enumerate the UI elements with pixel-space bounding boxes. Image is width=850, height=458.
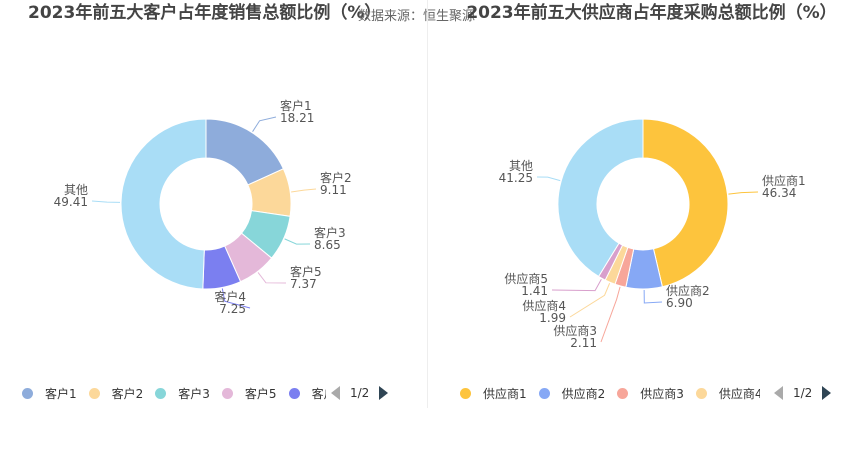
label-leader-line xyxy=(221,288,251,309)
legend-swatch xyxy=(460,387,471,399)
legend-prev-icon[interactable] xyxy=(774,386,783,400)
label-leader-line xyxy=(600,286,621,343)
label-leader-line xyxy=(551,279,602,292)
slice-value-label: 7.25 xyxy=(219,302,246,316)
slice-value-label: 1.99 xyxy=(539,311,566,325)
legend-label: 供应商3 xyxy=(640,386,684,401)
legend-item[interactable]: 客户2 xyxy=(88,385,144,402)
slice-name-label: 客户5 xyxy=(290,264,322,279)
legend-label: 客户1 xyxy=(45,386,77,401)
label-leader-line xyxy=(291,188,317,193)
legend-label: 供应商1 xyxy=(483,386,527,401)
slice-value-label: 8.65 xyxy=(314,238,341,252)
label-leader-line xyxy=(536,176,561,182)
slice-name-label: 客户1 xyxy=(280,98,312,113)
slice-name-label: 供应商1 xyxy=(762,173,806,188)
chart-divider xyxy=(427,0,428,408)
chart-title-customers: 2023年前五大客户占年度销售总额比例（%） xyxy=(28,3,382,23)
slice-value-label: 41.25 xyxy=(499,171,533,185)
slice-name-label: 供应商4 xyxy=(522,298,566,313)
legend-item[interactable]: 供应商2 xyxy=(538,385,606,402)
label-leader-line xyxy=(252,116,277,132)
slice-name-label: 供应商2 xyxy=(666,283,710,298)
legend-label: 客户2 xyxy=(111,386,144,401)
legend-pager-suppliers: 1/2 xyxy=(774,383,832,403)
legend-swatch xyxy=(221,387,233,399)
slice-value-label: 2.11 xyxy=(570,336,597,350)
legend-prev-icon[interactable] xyxy=(331,386,340,400)
legend-next-icon[interactable] xyxy=(379,386,389,400)
slice-value-label: 6.90 xyxy=(666,296,693,310)
legend-page-indicator: 1/2 xyxy=(793,386,813,400)
label-leader-line xyxy=(569,283,611,318)
legend-pager-customers: 1/2 xyxy=(331,383,389,403)
label-leader-line xyxy=(284,238,311,245)
legend-item[interactable]: 客户5 xyxy=(221,385,277,402)
legend-customers[interactable]: 客户1 客户2 客户3 客户5 客户4 xyxy=(22,383,326,403)
slice-name-label: 其他 xyxy=(509,159,533,173)
pie-slice[interactable] xyxy=(120,118,207,290)
slice-name-label: 客户2 xyxy=(320,170,352,185)
legend-item[interactable]: 供应商4 xyxy=(695,385,760,402)
slice-name-label: 供应商5 xyxy=(504,271,548,286)
slice-name-label: 供应商3 xyxy=(553,323,597,338)
legend-item[interactable]: 客户3 xyxy=(155,385,210,402)
slice-value-label: 46.34 xyxy=(762,186,796,200)
legend-label: 供应商2 xyxy=(561,386,606,401)
slice-value-label: 49.41 xyxy=(54,195,88,209)
legend-item[interactable]: 客户1 xyxy=(22,385,77,402)
legend-swatch xyxy=(288,387,300,399)
label-leader-line xyxy=(728,191,759,195)
pie-slice[interactable] xyxy=(557,118,644,278)
pie-slice[interactable] xyxy=(642,118,729,288)
label-leader-line xyxy=(91,200,121,203)
slice-value-label: 1.41 xyxy=(521,284,548,298)
slice-name-label: 客户3 xyxy=(314,225,346,240)
legend-swatch xyxy=(22,387,33,399)
chart-title-suppliers: 2023年前五大供应商占年度采购总额比例（%） xyxy=(466,3,837,23)
slice-value-label: 18.21 xyxy=(280,111,314,125)
legend-swatch xyxy=(695,387,707,399)
legend-item[interactable]: 供应商3 xyxy=(617,385,684,402)
legend-swatch xyxy=(617,387,629,399)
legend-label: 客户5 xyxy=(244,386,277,401)
legend-swatch xyxy=(155,387,167,399)
data-source-text: 数据来源：恒生聚源 xyxy=(358,9,476,24)
legend-label: 客户3 xyxy=(178,386,210,401)
slice-value-label: 7.37 xyxy=(290,277,317,291)
legend-swatch xyxy=(88,387,100,399)
legend-page-indicator: 1/2 xyxy=(350,386,370,400)
slice-value-label: 9.11 xyxy=(320,183,347,197)
legend-label: 供应商4 xyxy=(718,386,760,401)
legend-item[interactable]: 客户4 xyxy=(288,385,326,402)
label-leader-line xyxy=(257,272,287,284)
label-leader-line xyxy=(643,289,663,304)
legend-suppliers[interactable]: 供应商1 供应商2 供应商3 供应商4 xyxy=(460,383,760,403)
legend-item[interactable]: 供应商1 xyxy=(460,385,527,402)
legend-swatch xyxy=(538,387,550,399)
legend-label: 客户4 xyxy=(311,386,326,401)
slice-name-label: 客户4 xyxy=(214,289,246,304)
legend-next-icon[interactable] xyxy=(822,386,832,400)
slice-name-label: 其他 xyxy=(64,183,88,197)
